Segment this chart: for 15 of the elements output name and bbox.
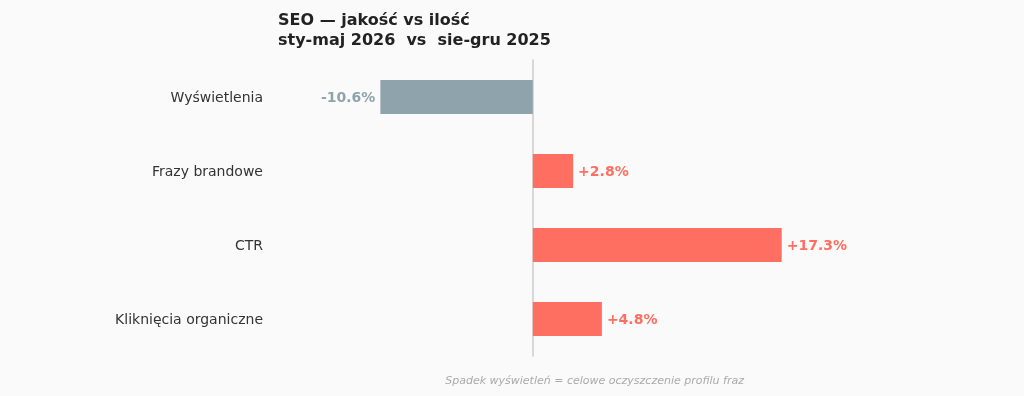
data-label: +2.8% bbox=[578, 163, 629, 179]
chart-subtitle: sty-maj 2026 vs sie-gru 2025 bbox=[278, 29, 551, 49]
y-tick-label: CTR bbox=[234, 237, 264, 253]
bar bbox=[532, 302, 602, 336]
data-label: -10.6% bbox=[320, 89, 376, 105]
bar bbox=[532, 154, 574, 188]
bar bbox=[532, 228, 782, 262]
y-tick-label: Wyświetlenia bbox=[170, 89, 263, 105]
y-tick-label: Kliknięcia organiczne bbox=[115, 311, 263, 327]
bar bbox=[380, 80, 533, 114]
y-tick-label: Frazy brandowe bbox=[151, 163, 263, 179]
data-label: +4.8% bbox=[606, 311, 658, 327]
data-label: +17.3% bbox=[786, 237, 848, 253]
text: Spadek wyświetleń = celowe oczyszczenie profilu fraz bbox=[445, 374, 745, 387]
chart-title: SEO — jakość vs ilość bbox=[278, 9, 470, 29]
